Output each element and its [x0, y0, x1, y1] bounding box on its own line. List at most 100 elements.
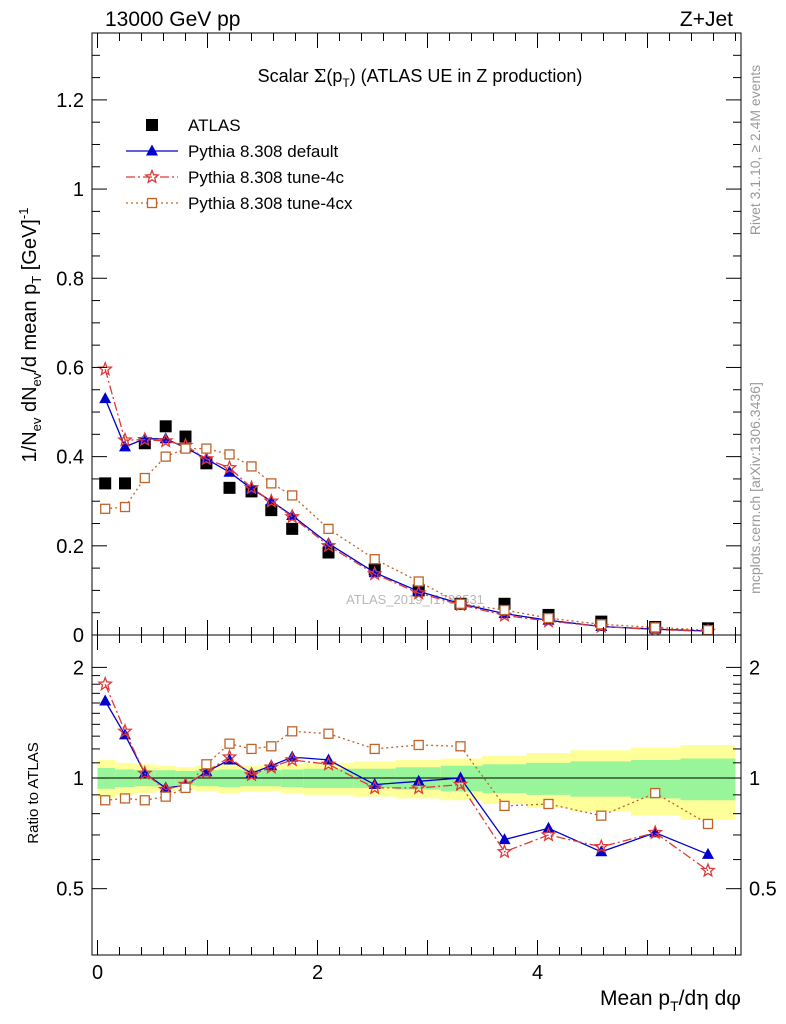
ratio-point-pythia-8-308-tune-4c	[243, 766, 260, 782]
ratio-point-pythia-8-308-default	[702, 847, 714, 859]
ratio-series-layer	[97, 675, 716, 878]
main-point-pythia-8-308-tune-4cx	[266, 478, 277, 489]
main-point-atlas	[223, 481, 236, 494]
main-point-pythia-8-308-default	[322, 537, 335, 549]
ratio-point-pythia-8-308-tune-4cx	[650, 787, 661, 799]
main-series-layer	[97, 360, 716, 635]
legend: ATLAS Pythia 8.308 default Pythia 8.308 tu…	[126, 116, 353, 213]
ratio-point-pythia-8-308-tune-4c	[97, 675, 114, 691]
main-point-pythia-8-308-tune-4c	[221, 459, 238, 475]
main-point-pythia-8-308-tune-4cx	[180, 443, 191, 454]
ratio-point-pythia-8-308-tune-4c	[540, 826, 557, 842]
ratio-point-pythia-8-308-tune-4c	[117, 722, 133, 739]
main-y-tick-label: 0.4	[56, 447, 84, 469]
ratio-y-tick-label-right: 1	[749, 768, 760, 790]
main-point-pythia-8-308-tune-4cx	[596, 619, 607, 630]
main-y-tick-label: 0.6	[56, 357, 84, 379]
ratio-point-pythia-8-308-tune-4cx	[266, 741, 277, 752]
main-y-tick-label: 0	[73, 625, 84, 647]
legend-label: ATLAS	[188, 116, 241, 135]
main-point-pythia-8-308-tune-4c	[410, 584, 427, 600]
ratio-point-pythia-8-308-tune-4c	[700, 862, 716, 878]
main-point-pythia-8-308-tune-4cx	[702, 624, 714, 635]
main-y-tick-label: 1	[73, 179, 84, 201]
main-point-pythia-8-308-tune-4cx	[246, 461, 257, 472]
ratio-point-pythia-8-308-default	[99, 694, 112, 706]
ratio-point-pythia-8-308-tune-4cx	[499, 800, 510, 812]
ratio-line-pythia-8-308-tune-4c	[104, 683, 709, 872]
main-y-tick-label: 0.8	[56, 268, 84, 290]
band-inner-bin	[570, 761, 631, 797]
main-point-pythia-8-308-tune-4cx	[369, 554, 380, 565]
legend-marker	[146, 144, 158, 156]
ratio-point-pythia-8-308-tune-4cx	[100, 795, 111, 806]
ratio-point-pythia-8-308-tune-4c	[410, 779, 427, 795]
ratio-point-pythia-8-308-tune-4c	[647, 824, 664, 840]
band-inner-bin	[526, 762, 571, 795]
main-point-pythia-8-308-tune-4c	[366, 565, 383, 581]
main-point-atlas	[119, 477, 131, 490]
ratio-point-pythia-8-308-tune-4cx	[119, 793, 131, 804]
ratio-point-pythia-8-308-default	[595, 845, 608, 857]
main-y-tick-label: 0.2	[56, 536, 84, 558]
ratio-point-pythia-8-308-tune-4c	[320, 755, 337, 771]
main-point-pythia-8-308-tune-4c	[198, 450, 215, 466]
legend-marker	[146, 197, 158, 209]
main-point-atlas	[286, 522, 299, 535]
ratio-point-pythia-8-308-tune-4cx	[702, 818, 714, 830]
ratio-point-pythia-8-308-tune-4c	[366, 779, 383, 795]
main-y-axis-label: 1/Nev dNev/d mean pT [GeV]-1	[16, 208, 44, 463]
ratio-point-pythia-8-308-tune-4c	[221, 748, 238, 764]
main-point-pythia-8-308-tune-4cx	[139, 472, 150, 484]
main-point-pythia-8-308-tune-4cx	[160, 451, 171, 462]
ratio-point-pythia-8-308-tune-4cx	[596, 810, 607, 821]
main-point-pythia-8-308-tune-4c	[117, 431, 133, 447]
legend-label: Pythia 8.308 tune-4cx	[188, 194, 353, 213]
ratio-y-tick-label-right: 2	[749, 657, 760, 679]
ratio-y-tick-label-right: 0.5	[749, 879, 777, 901]
ratio-point-pythia-8-308-tune-4cx	[455, 741, 466, 752]
ratio-point-pythia-8-308-default	[498, 833, 511, 845]
main-point-pythia-8-308-tune-4c	[243, 479, 260, 495]
ratio-point-pythia-8-308-tune-4c	[496, 843, 513, 859]
ratio-point-pythia-8-308-tune-4c	[452, 776, 469, 792]
legend-marker	[146, 119, 158, 131]
ratio-point-pythia-8-308-tune-4cx	[160, 791, 171, 802]
ratio-point-pythia-8-308-tune-4c	[198, 763, 215, 779]
main-point-pythia-8-308-tune-4cx	[100, 503, 111, 514]
ratio-point-pythia-8-308-tune-4c	[136, 764, 153, 781]
main-point-pythia-8-308-tune-4cx	[323, 523, 334, 535]
ratio-point-pythia-8-308-tune-4c	[593, 838, 610, 854]
ratio-point-pythia-8-308-tune-4cx	[287, 726, 298, 737]
main-point-pythia-8-308-tune-4cx	[224, 449, 235, 460]
main-point-pythia-8-308-tune-4cx	[455, 598, 466, 609]
ratio-point-pythia-8-308-tune-4cx	[246, 743, 257, 755]
collision-label: 13000 GeV pp	[105, 8, 240, 31]
analysis-watermark: ATLAS_2019_I1736531	[346, 592, 484, 607]
ratio-point-pythia-8-308-tune-4cx	[139, 795, 150, 806]
main-point-atlas	[159, 420, 172, 433]
main-point-pythia-8-308-tune-4cx	[543, 612, 554, 624]
ratio-point-pythia-8-308-tune-4cx	[413, 739, 424, 751]
axes-layer: 0 0.2 0.4 0.6 0.8 1 1.2 0.5 0.5 1 1 2 2 0 2 4	[56, 33, 777, 984]
x-axis-label: Mean pT/dη dφ	[600, 986, 741, 1014]
ratio-point-pythia-8-308-tune-4cx	[224, 738, 235, 749]
main-point-pythia-8-308-tune-4cx	[650, 622, 661, 633]
ratio-point-pythia-8-308-tune-4cx	[543, 798, 554, 810]
legend-marker	[144, 168, 160, 184]
main-point-pythia-8-308-tune-4cx	[287, 490, 298, 501]
ratio-y-tick-label: 2	[73, 657, 84, 679]
x-tick-label: 4	[532, 962, 543, 984]
main-point-pythia-8-308-tune-4cx	[499, 604, 510, 616]
main-point-pythia-8-308-tune-4cx	[119, 501, 131, 513]
legend-label: Pythia 8.308 default	[188, 142, 339, 161]
legend-label: Pythia 8.308 tune-4c	[188, 168, 344, 187]
main-point-pythia-8-308-tune-4cx	[201, 443, 212, 454]
x-tick-label: 2	[312, 962, 323, 984]
mcplots-label: mcplots.cern.ch [arXiv:1306.3436]	[747, 382, 763, 594]
ratio-y-axis-label: Ratio to ATLAS	[25, 742, 42, 843]
ratio-y-tick-label: 1	[73, 768, 84, 790]
main-point-pythia-8-308-tune-4c	[97, 360, 114, 376]
process-label: Z+Jet	[680, 8, 733, 31]
ratio-point-pythia-8-308-tune-4cx	[369, 743, 380, 755]
